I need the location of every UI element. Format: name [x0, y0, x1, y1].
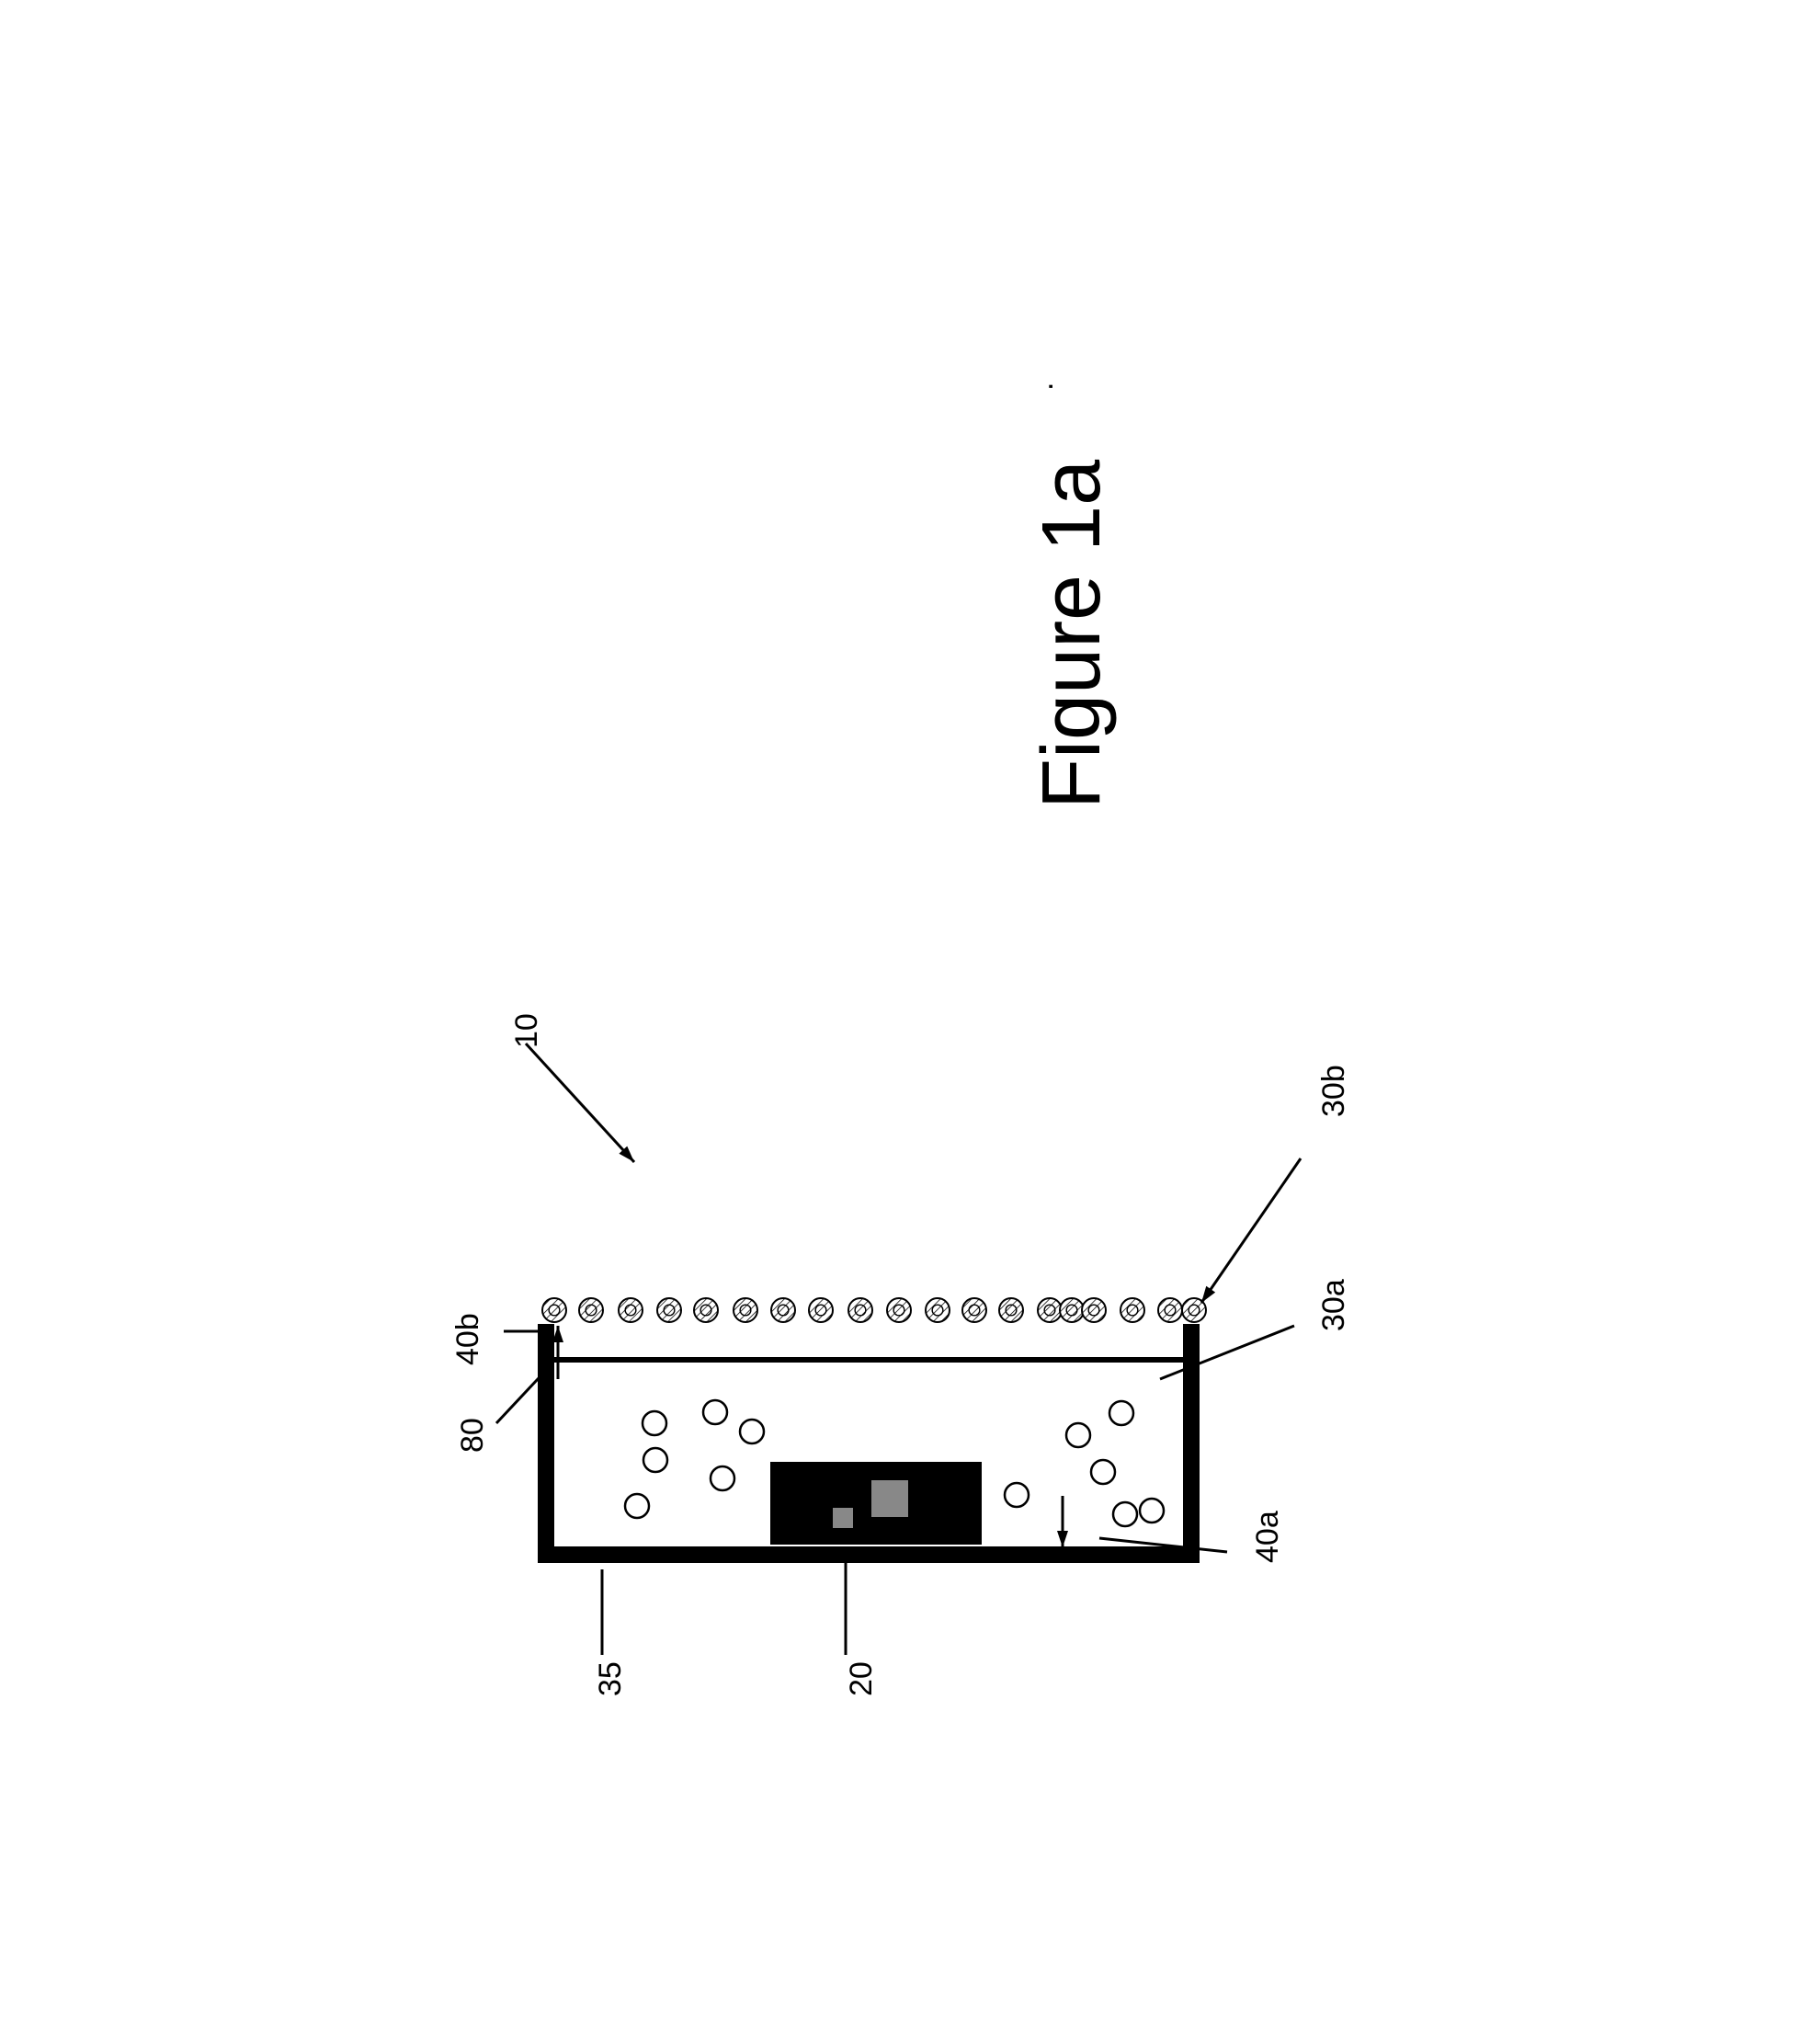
inner-particle	[643, 1411, 666, 1435]
callout-label-30b: 30b	[1316, 1065, 1352, 1117]
callout-label-30a: 30a	[1316, 1279, 1352, 1331]
top-particle	[771, 1298, 795, 1322]
inner-particle	[643, 1448, 667, 1472]
callout-label-35: 35	[593, 1661, 629, 1696]
callout-label-10: 10	[509, 1013, 545, 1048]
top-particle	[1120, 1298, 1144, 1322]
top-particle	[1082, 1298, 1106, 1322]
figure-title: Figure 1a	[1025, 460, 1120, 809]
top-particle	[962, 1298, 986, 1322]
top-particle	[887, 1298, 911, 1322]
callout-30a	[1160, 1326, 1294, 1379]
inner-particle	[703, 1400, 727, 1424]
top-particle	[809, 1298, 833, 1322]
inner-particle	[1005, 1483, 1029, 1507]
diagram-svg	[0, 0, 1820, 2019]
inner-particle	[625, 1494, 649, 1518]
callout-10	[526, 1044, 634, 1162]
stir-element-mark	[833, 1508, 853, 1528]
callout-label-20: 20	[844, 1661, 880, 1696]
top-particle	[542, 1298, 566, 1322]
figure-canvas: Figure 1a . 10 30b 30a 40a 20 35 80 40b	[0, 0, 1820, 2019]
top-particle	[1060, 1298, 1084, 1322]
top-particle	[657, 1298, 681, 1322]
inner-particle	[740, 1420, 764, 1443]
callout-label-40a: 40a	[1250, 1511, 1286, 1563]
inner-particle	[1140, 1499, 1164, 1523]
callout-label-80: 80	[455, 1418, 491, 1453]
top-particle	[926, 1298, 950, 1322]
top-particle	[999, 1298, 1023, 1322]
top-particle	[848, 1298, 872, 1322]
inner-particle	[1113, 1502, 1137, 1526]
callout-label-40b: 40b	[450, 1313, 486, 1365]
top-particle	[619, 1298, 643, 1322]
inner-particle	[711, 1466, 734, 1490]
inner-particle	[1066, 1423, 1090, 1447]
title-trailing-dot: .	[1025, 382, 1061, 391]
membrane-line	[554, 1357, 1183, 1363]
stir-element-notch	[871, 1480, 908, 1517]
top-particle	[734, 1298, 757, 1322]
top-particle	[579, 1298, 603, 1322]
inner-particle	[1109, 1401, 1133, 1425]
top-particle	[694, 1298, 718, 1322]
top-particle	[1158, 1298, 1182, 1322]
inner-particle	[1091, 1460, 1115, 1484]
top-particle	[1038, 1298, 1062, 1322]
